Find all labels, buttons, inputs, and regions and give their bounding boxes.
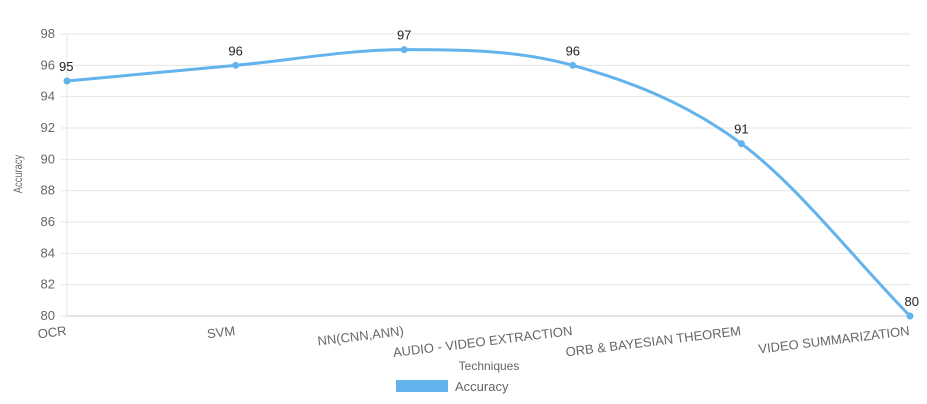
data-label: 97 <box>397 28 411 43</box>
data-label: 80 <box>905 294 919 309</box>
data-point[interactable] <box>232 61 240 69</box>
y-tick-label: 92 <box>41 120 55 135</box>
legend-swatch <box>396 380 448 392</box>
data-point[interactable] <box>737 140 745 148</box>
y-axis-title: Accuracy <box>12 154 25 193</box>
data-point[interactable] <box>400 46 408 54</box>
x-tick-label: AUDIO - VIDEO EXTRACTION <box>392 323 573 360</box>
x-tick-label: ORB & BAYESIAN THEOREM <box>565 323 742 359</box>
data-point[interactable] <box>906 312 914 320</box>
y-tick-label: 84 <box>41 245 55 260</box>
y-tick-label: 88 <box>41 183 55 198</box>
accuracy-line <box>65 48 912 318</box>
legend[interactable]: Accuracy <box>396 379 509 394</box>
data-point[interactable] <box>63 77 71 85</box>
data-label: 96 <box>566 43 580 58</box>
data-labels: 95 96 97 96 91 80 <box>59 28 919 309</box>
data-label: 91 <box>734 122 748 137</box>
y-tick-label: 82 <box>41 277 55 292</box>
x-axis-ticks: OCR SVM NN(CNN,ANN)AUDIO - VIDEO EXTRACTIO… <box>37 323 911 360</box>
x-tick-label: SVM <box>206 323 236 341</box>
data-label: 96 <box>228 43 242 58</box>
data-label: 95 <box>59 59 73 74</box>
grid-layer <box>61 33 910 317</box>
x-axis-title: Techniques <box>459 359 520 373</box>
data-point[interactable] <box>569 61 577 69</box>
y-tick-label: 94 <box>41 89 55 104</box>
y-tick-label: 96 <box>41 57 55 72</box>
y-tick-label: 90 <box>41 151 55 166</box>
y-axis-ticks: 80 82 84 86 88 90 92 94 96 98 <box>41 26 55 323</box>
series-layer <box>63 46 914 320</box>
legend-label: Accuracy <box>455 379 509 394</box>
y-tick-label: 80 <box>41 308 55 323</box>
y-tick-label: 98 <box>41 26 55 41</box>
x-tick-label: VIDEO SUMMARIZATION <box>758 323 911 356</box>
x-tick-label: OCR <box>37 323 68 341</box>
y-tick-label: 86 <box>41 214 55 229</box>
